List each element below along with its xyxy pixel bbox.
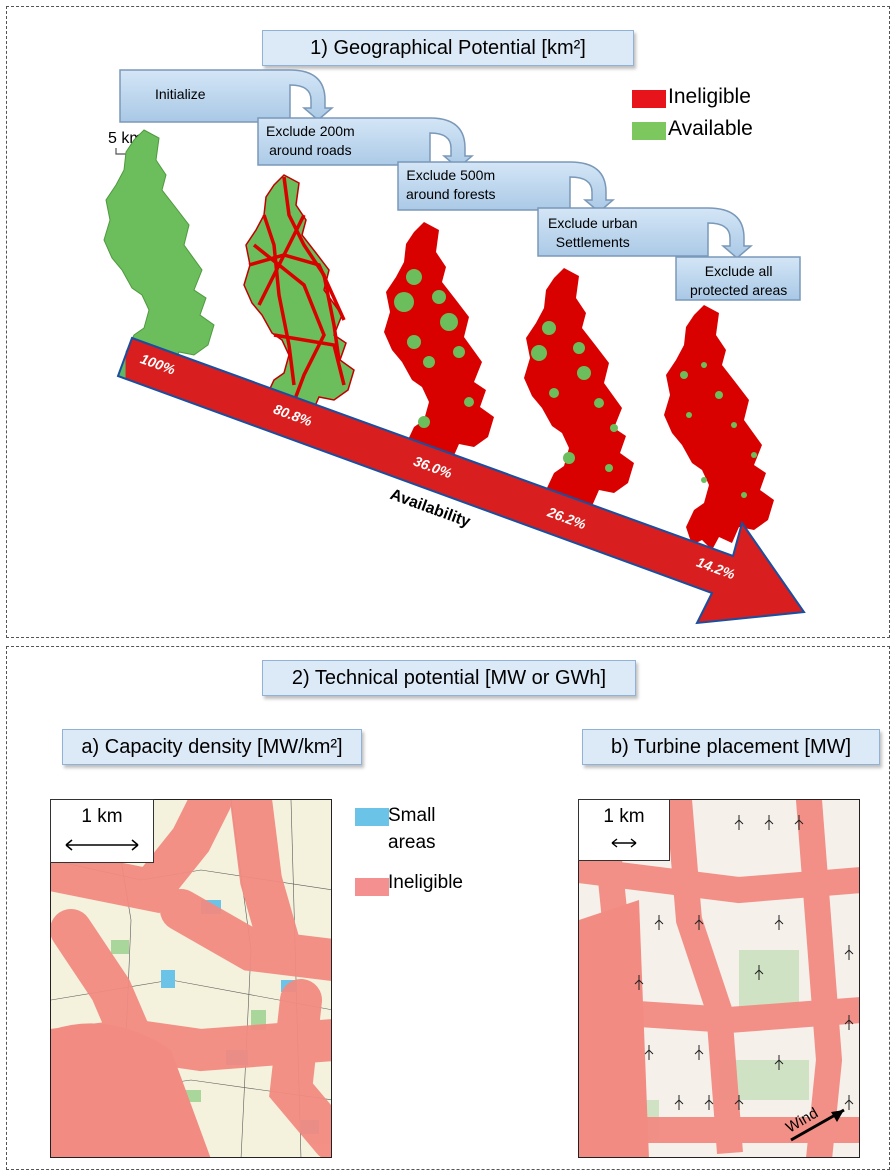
ineligible-area-label: Ineligible bbox=[388, 872, 463, 893]
region-maps bbox=[103, 129, 774, 550]
ineligible-swatch bbox=[632, 90, 666, 108]
step-initialize: Initialize bbox=[155, 86, 206, 102]
small-areas-label: Small areas bbox=[388, 805, 436, 853]
scale-box-a: 1 km bbox=[50, 799, 154, 863]
double-arrow-icon bbox=[611, 838, 637, 848]
scale-label-b: 1 km bbox=[603, 806, 645, 827]
scale-box-b: 1 km bbox=[578, 799, 670, 861]
technical-potential-title: 2) Technical potential [MW or GWh] bbox=[262, 660, 636, 696]
step-forests: Exclude 500m around forests bbox=[406, 167, 496, 202]
step-protected: Exclude all protected areas bbox=[690, 263, 788, 298]
step-roads: Exclude 200m around roads bbox=[266, 123, 355, 158]
technical-potential-panel bbox=[6, 646, 890, 1170]
available-swatch bbox=[632, 122, 666, 140]
scale-label-a: 1 km bbox=[81, 806, 123, 827]
geographical-potential-panel bbox=[6, 6, 890, 638]
turbine-placement-title: b) Turbine placement [MW] bbox=[582, 729, 880, 765]
small-areas-swatch bbox=[355, 808, 389, 826]
capacity-density-title: a) Capacity density [MW/km²] bbox=[62, 729, 362, 765]
step-callout-shapes bbox=[119, 69, 801, 301]
ineligible-legend-label: Ineligible bbox=[668, 85, 751, 108]
available-legend-label: Available bbox=[668, 117, 753, 140]
ineligible-area-swatch bbox=[355, 878, 389, 896]
availability-arrow bbox=[116, 336, 806, 625]
step-urban: Exclude urban Settlements bbox=[548, 215, 638, 250]
geographical-potential-title: 1) Geographical Potential [km²] bbox=[262, 30, 634, 66]
double-arrow-icon bbox=[65, 839, 139, 851]
